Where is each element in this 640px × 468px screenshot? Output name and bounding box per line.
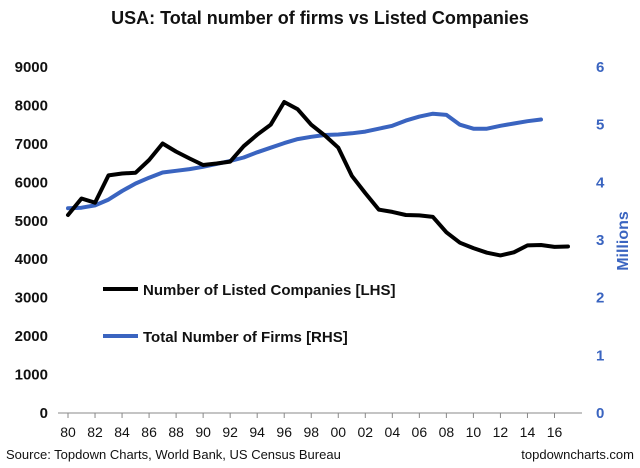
brand-url: topdowncharts.com xyxy=(521,447,634,462)
x-tick-label: 00 xyxy=(330,424,346,440)
x-tick-label: 16 xyxy=(547,424,563,440)
series-line-total-firms xyxy=(66,111,543,211)
left-tick-label: 9000 xyxy=(15,59,48,76)
x-tick-label: 88 xyxy=(168,424,184,440)
x-tick-label: 06 xyxy=(412,424,428,440)
left-tick-label: 3000 xyxy=(15,290,48,307)
x-tick-label: 86 xyxy=(141,424,157,440)
legend-label-listed-companies: Number of Listed Companies [LHS] xyxy=(143,282,396,299)
right-tick-label: 1 xyxy=(596,347,604,364)
left-tick-label: 1000 xyxy=(15,367,48,384)
x-tick-label: 82 xyxy=(87,424,103,440)
source-note: Source: Topdown Charts, World Bank, US C… xyxy=(6,447,341,462)
x-tick-label: 80 xyxy=(60,424,76,440)
right-tick-label: 3 xyxy=(596,232,604,249)
series-layer xyxy=(66,100,570,258)
x-axis-ticks: 80 82 84 86 88 90 92 94 96 98 00 02 04 06 08 10 12 14 16 xyxy=(60,413,562,440)
right-tick-label: 2 xyxy=(596,290,604,307)
left-tick-label: 5000 xyxy=(15,213,48,230)
chart-title: USA: Total number of firms vs Listed Com… xyxy=(111,8,529,28)
right-tick-label: 4 xyxy=(596,174,605,191)
left-axis-ticks: 0 1000 2000 3000 4000 5000 6000 7000 8000 9000 xyxy=(15,59,48,422)
left-tick-label: 8000 xyxy=(15,97,48,114)
right-axis-ticks: 0 1 2 3 4 5 6 xyxy=(596,59,605,422)
left-tick-label: 6000 xyxy=(15,174,48,191)
right-axis-label: Millions xyxy=(615,211,632,271)
x-tick-label: 12 xyxy=(493,424,509,440)
x-tick-label: 90 xyxy=(195,424,211,440)
right-tick-label: 5 xyxy=(596,117,604,134)
x-tick-label: 92 xyxy=(222,424,238,440)
x-tick-label: 02 xyxy=(358,424,374,440)
x-tick-label: 96 xyxy=(276,424,292,440)
right-tick-label: 0 xyxy=(596,405,604,422)
left-tick-label: 4000 xyxy=(15,251,48,268)
legend-label-total-firms: Total Number of Firms [RHS] xyxy=(143,329,348,346)
left-tick-label: 7000 xyxy=(15,136,48,153)
x-tick-label: 04 xyxy=(385,424,401,440)
x-tick-label: 84 xyxy=(114,424,130,440)
x-tick-label: 98 xyxy=(303,424,319,440)
x-tick-label: 08 xyxy=(439,424,455,440)
right-tick-label: 6 xyxy=(596,59,604,76)
left-tick-label: 0 xyxy=(40,405,48,422)
legend: Number of Listed Companies [LHS] Total N… xyxy=(103,282,396,346)
series-line-listed-companies xyxy=(66,100,570,258)
x-tick-label: 10 xyxy=(466,424,482,440)
left-tick-label: 2000 xyxy=(15,328,48,345)
x-tick-label: 94 xyxy=(249,424,265,440)
x-tick-label: 14 xyxy=(520,424,536,440)
